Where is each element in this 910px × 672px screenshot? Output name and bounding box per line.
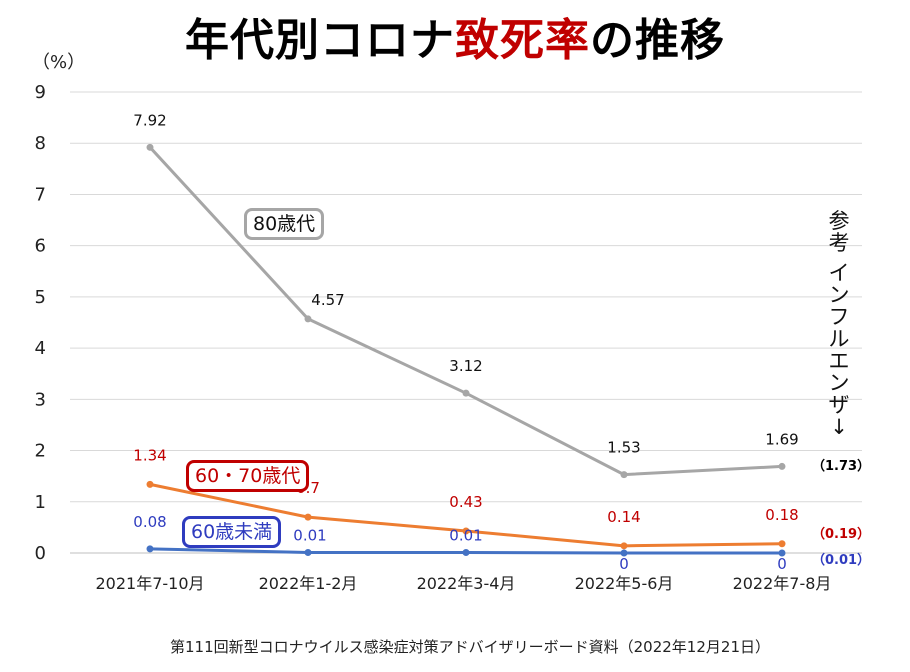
down-arrow-icon: ↓ [830,415,848,439]
data-label: 0.01 [293,526,326,544]
y-tick-label: 4 [35,338,46,359]
data-label: 1.69 [765,430,798,448]
ref-char: ル [828,327,850,351]
y-tick-label: 2 [35,441,46,462]
ref-char: ン [828,371,850,395]
ref-char: エ [828,349,850,373]
ref-char: ザ [828,393,850,417]
y-tick-label: 6 [35,236,46,257]
data-label: 1.34 [133,446,166,464]
y-tick-label: 5 [35,287,46,308]
legend-80s: 80歳代 [244,208,325,240]
ref-char: 参 [828,209,850,233]
series-line [148,146,783,477]
ref-char: フ [828,305,850,329]
title-part1: 年代別コロナ [185,15,455,66]
data-point [462,527,470,535]
x-tick-label: 2021年7-10月 [95,574,204,593]
y-tick-label: 9 [35,82,46,103]
data-label: 4.57 [311,291,344,309]
data-label: 0 [619,555,629,573]
y-tick-label: 0 [35,543,46,564]
data-label: 0.14 [607,508,640,526]
x-tick-label: 2022年3-4月 [417,574,516,593]
ref-char: 考 [828,231,850,255]
data-point [620,549,628,557]
data-point [146,143,154,151]
data-point [778,540,786,548]
x-tick-label: 2022年5-6月 [575,574,674,593]
y-tick-label: 3 [35,389,46,410]
data-point [778,549,786,557]
x-tick-label: 2022年1-2月 [259,574,358,593]
legend-60-70s: 60・70歳代 [186,460,310,492]
data-label: 0 [777,555,787,573]
data-point [146,480,154,488]
x-tick-label: 2022年7-8月 [733,574,832,593]
data-point [620,542,628,550]
ref-value-under-60: （0.01） [812,553,871,568]
title-accent: 致死率 [455,15,590,66]
data-point [462,548,470,556]
data-point [304,548,312,556]
data-point [304,513,312,521]
legend-under-60: 60歳未満 [182,516,282,548]
data-label: 0.08 [133,513,166,531]
y-unit-label: （%） [32,52,86,73]
data-label: 3.12 [449,357,482,375]
data-label: 0.18 [765,506,798,524]
ref-value-60-70s: （0.19） [812,527,871,542]
y-tick-label: 1 [35,492,46,513]
ref-char: イ [828,261,850,285]
source-note: 第111回新型コロナウイルス感染症対策アドバイザリーボード資料（2022年12月… [170,638,770,656]
data-point [462,389,470,397]
data-label: 7.92 [133,111,166,129]
chart-title: 年代別コロナ致死率の推移 [0,4,910,68]
data-label: 0.43 [449,493,482,511]
ref-char: ン [828,283,850,307]
reference-influenza-label: 参 考 イ ン フ ル エ ン ザ ↓ [826,210,852,438]
title-part2: の推移 [590,15,725,66]
y-tick-label: 8 [35,133,46,154]
data-label: 1.53 [607,439,640,457]
data-label: 0.01 [449,526,482,544]
data-point [778,462,786,470]
y-tick-label: 7 [35,184,46,205]
data-point [304,315,312,323]
ref-value-80s: （1.73） [812,459,871,474]
data-point [620,471,628,479]
data-point [146,545,154,553]
